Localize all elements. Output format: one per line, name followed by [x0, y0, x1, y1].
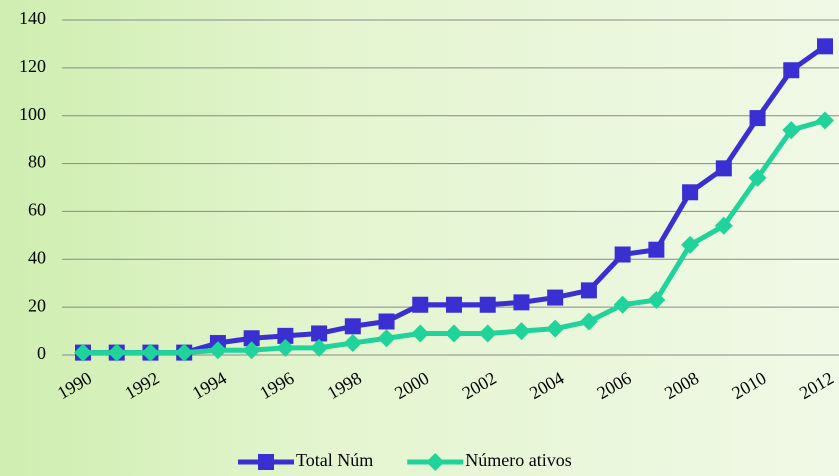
- data-point: [446, 296, 462, 313]
- data-point: [749, 110, 766, 127]
- data-point: [783, 62, 800, 79]
- y-tick-label: 0: [37, 343, 46, 363]
- data-point: [547, 289, 564, 306]
- x-tick-label: 2008: [661, 368, 702, 403]
- y-tick-label: 100: [19, 104, 46, 124]
- y-tick-label: 80: [28, 152, 46, 172]
- data-point: [175, 343, 194, 362]
- x-tick-label: 2000: [391, 368, 432, 403]
- data-point: [513, 294, 530, 311]
- x-tick-label: 2002: [459, 368, 500, 403]
- data-point: [377, 329, 396, 348]
- data-point: [412, 296, 429, 313]
- data-point: [546, 319, 565, 338]
- x-tick-label: 2010: [728, 368, 769, 403]
- y-tick-label: 40: [28, 247, 46, 267]
- data-point: [343, 334, 362, 353]
- data-point: [816, 111, 834, 130]
- data-point: [580, 282, 597, 299]
- data-point: [613, 295, 632, 314]
- legend-label: Número ativos: [465, 450, 571, 470]
- data-point: [208, 341, 227, 360]
- legend-label: Total Núm: [296, 450, 373, 470]
- x-tick-label: 2006: [594, 368, 635, 403]
- data-point: [411, 324, 430, 343]
- data-point: [579, 312, 598, 331]
- data-point: [715, 160, 732, 177]
- x-tick-label: 1994: [189, 368, 230, 403]
- y-tick-label: 20: [28, 295, 46, 315]
- data-point: [782, 121, 801, 140]
- data-point: [242, 341, 261, 360]
- data-point: [479, 296, 496, 313]
- data-point: [512, 322, 531, 341]
- data-point: [378, 313, 395, 330]
- y-tick-label: 120: [19, 56, 46, 76]
- x-tick-label: 1990: [54, 368, 95, 403]
- data-point: [141, 343, 160, 362]
- data-point: [107, 343, 126, 362]
- y-tick-label: 60: [28, 200, 46, 220]
- data-point: [310, 338, 329, 357]
- data-point: [243, 330, 260, 347]
- x-tick-label: 1998: [324, 368, 365, 403]
- series-line: [83, 118, 826, 356]
- data-point: [614, 246, 631, 263]
- x-tick-label: 2012: [796, 368, 837, 403]
- data-point: [714, 216, 733, 235]
- y-tick-label: 140: [19, 8, 46, 28]
- data-point: [648, 241, 665, 258]
- legend-marker: [426, 453, 445, 471]
- data-point: [74, 343, 92, 362]
- x-tick-label: 1996: [256, 368, 297, 403]
- data-point: [277, 327, 294, 344]
- data-point: [748, 168, 767, 187]
- data-point: [681, 235, 700, 254]
- legend-marker: [258, 454, 274, 470]
- data-point: [445, 324, 463, 343]
- x-tick-label: 1992: [121, 368, 162, 403]
- data-point: [276, 338, 295, 357]
- data-point: [311, 325, 328, 342]
- data-point: [478, 324, 497, 343]
- data-point: [647, 290, 666, 309]
- data-point: [344, 318, 361, 335]
- x-tick-label: 2004: [526, 368, 567, 403]
- data-point: [682, 184, 699, 201]
- data-point: [817, 38, 833, 55]
